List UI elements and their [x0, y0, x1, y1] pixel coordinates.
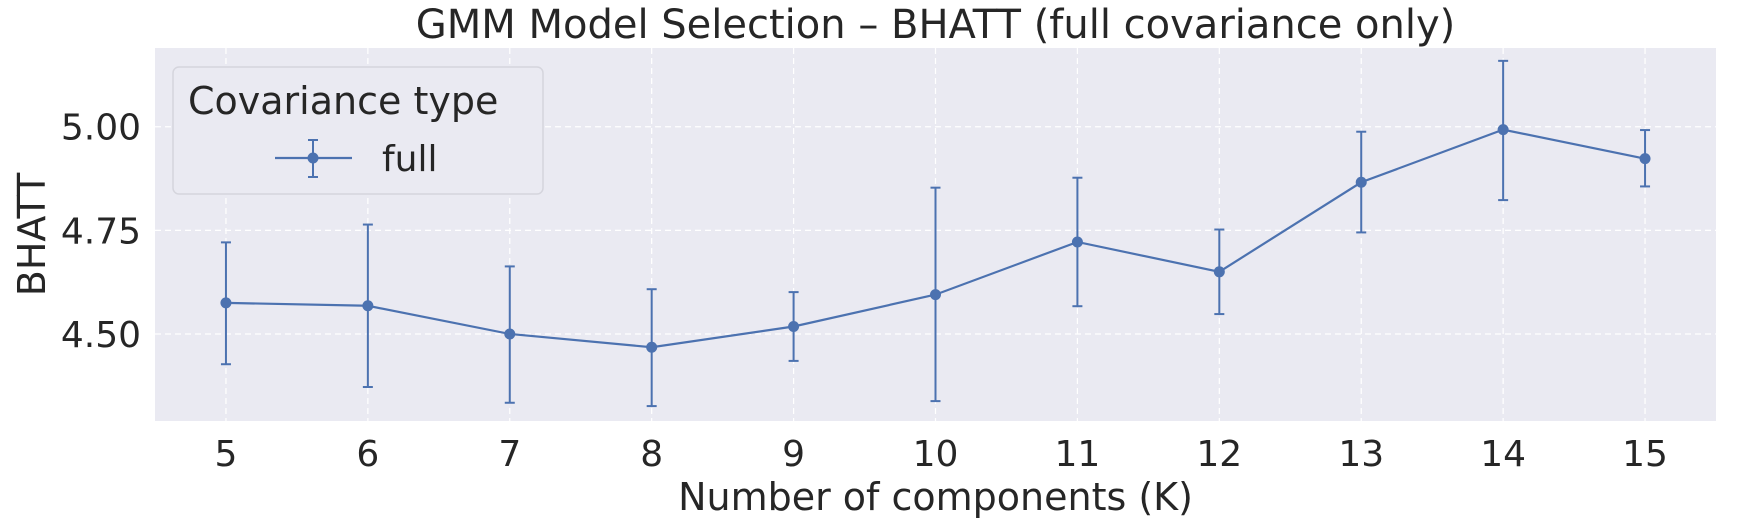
x-tick-label: 13 [1338, 434, 1384, 475]
x-tick-label: 9 [782, 434, 805, 475]
data-point [1071, 236, 1083, 248]
legend-point [307, 152, 319, 164]
x-tick-label: 6 [356, 434, 379, 475]
data-point [646, 341, 658, 353]
x-tick-label: 11 [1055, 434, 1101, 475]
y-tick-label: 4.50 [61, 315, 141, 356]
data-point [930, 289, 941, 301]
x-tick-label: 8 [640, 434, 663, 475]
legend: Covariance type full [172, 66, 544, 195]
y-axis-ticks: 4.50 4.75 5.00 [61, 108, 141, 356]
data-point [1639, 153, 1651, 165]
legend-marker [275, 139, 352, 178]
legend-box [172, 66, 544, 195]
x-axis-ticks: 5 6 7 8 9 10 11 12 13 14 15 [215, 434, 1668, 475]
data-point [1497, 124, 1509, 136]
y-tick-label: 4.75 [61, 211, 141, 252]
series-layer [220, 59, 1651, 408]
data-point [220, 297, 232, 309]
chart-title: GMM Model Selection – BHATT (full covari… [416, 2, 1456, 48]
data-point [1213, 266, 1225, 278]
legend-title: Covariance type [188, 79, 498, 123]
x-tick-label: 10 [913, 434, 959, 475]
x-tick-label: 7 [498, 434, 521, 475]
x-tick-label: 15 [1622, 434, 1668, 475]
data-point [362, 300, 374, 312]
x-tick-label: 5 [215, 434, 238, 475]
x-axis-label: Number of components (K) [678, 475, 1193, 519]
data-point [504, 328, 516, 340]
y-tick-label: 5.00 [61, 108, 141, 149]
x-tick-label: 14 [1480, 434, 1526, 475]
data-point [788, 321, 800, 333]
y-axis-label: BHATT [10, 172, 54, 296]
x-tick-label: 12 [1196, 434, 1242, 475]
data-point [1355, 176, 1367, 188]
legend-label: full [382, 139, 438, 180]
